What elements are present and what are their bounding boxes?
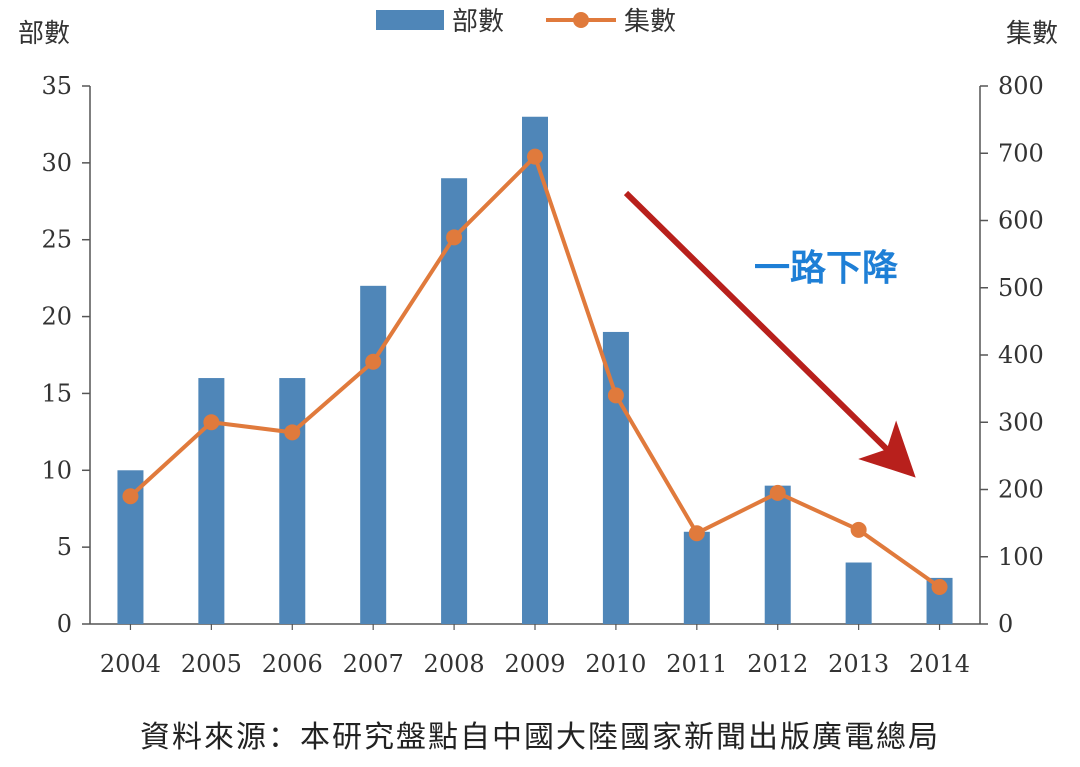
right-tick-label: 300 <box>998 408 1044 436</box>
bar-2011 <box>683 531 710 624</box>
line-point-2010 <box>607 387 624 404</box>
right-tick-label: 700 <box>998 139 1044 167</box>
line-point-2014 <box>931 579 948 596</box>
x-axis-ticks: 2004 2005 2006 2007 2008 2009 2010 2011 2012 2013… <box>100 624 970 678</box>
x-tick-label: 2010 <box>585 650 646 678</box>
line-point-2004 <box>122 488 139 505</box>
legend: 部數 集數 <box>376 7 676 37</box>
trend-arrow <box>623 190 916 478</box>
x-tick-label: 2009 <box>504 650 565 678</box>
legend-bar-label: 部數 <box>452 7 504 37</box>
bar-2013 <box>845 562 872 624</box>
right-axis-title: 集數 <box>1006 19 1058 49</box>
right-tick-label: 500 <box>998 274 1044 302</box>
source-note: 資料來源：本研究盤點自中國大陸國家新聞出版廣電總局 <box>140 720 940 755</box>
left-tick-label: 20 <box>41 303 72 331</box>
right-tick-label: 600 <box>998 207 1044 235</box>
x-tick-label: 2014 <box>909 650 970 678</box>
left-tick-label: 0 <box>57 610 72 638</box>
x-tick-label: 2011 <box>666 650 727 678</box>
x-tick-label: 2006 <box>262 650 323 678</box>
line-point-2007 <box>365 353 382 370</box>
right-axis-ticks: 0 100 200 300 400 500 600 700 800 <box>980 72 1044 638</box>
left-tick-label: 5 <box>57 533 72 561</box>
x-tick-label: 2007 <box>343 650 404 678</box>
line-series <box>122 148 948 596</box>
line-point-2011 <box>688 525 705 542</box>
legend-line-marker <box>573 12 589 28</box>
bar-2010 <box>602 331 629 624</box>
legend-line-label: 集數 <box>624 7 676 37</box>
line-point-2012 <box>769 484 786 501</box>
x-tick-label: 2012 <box>747 650 808 678</box>
legend-bar-swatch <box>376 10 444 30</box>
bar-2007 <box>360 285 387 624</box>
bar-2006 <box>279 378 306 624</box>
right-tick-label: 0 <box>998 610 1013 638</box>
line-point-2005 <box>203 414 220 431</box>
line-point-2013 <box>850 521 867 538</box>
bar-2009 <box>522 116 548 624</box>
right-tick-label: 400 <box>998 341 1044 369</box>
line-point-2009 <box>527 148 543 165</box>
right-tick-label: 800 <box>998 72 1044 100</box>
right-tick-label: 100 <box>998 543 1044 571</box>
x-tick-label: 2004 <box>100 650 161 678</box>
left-tick-label: 10 <box>41 456 72 484</box>
line-point-2006 <box>284 424 301 441</box>
bar-2012 <box>764 485 791 624</box>
line-point-2008 <box>446 229 463 246</box>
x-tick-label: 2008 <box>424 650 485 678</box>
right-tick-label: 200 <box>998 476 1044 504</box>
trend-annotation: 一路下降 <box>754 248 898 289</box>
left-tick-label: 30 <box>41 149 72 177</box>
left-tick-label: 25 <box>41 226 72 254</box>
left-axis-ticks: 0 5 10 15 20 25 30 35 <box>41 72 90 638</box>
left-tick-label: 15 <box>41 379 72 407</box>
x-tick-label: 2005 <box>181 650 242 678</box>
x-tick-label: 2013 <box>828 650 889 678</box>
left-axis-title: 部數 <box>18 19 70 49</box>
bar-series <box>117 116 953 624</box>
left-tick-label: 35 <box>41 72 72 100</box>
